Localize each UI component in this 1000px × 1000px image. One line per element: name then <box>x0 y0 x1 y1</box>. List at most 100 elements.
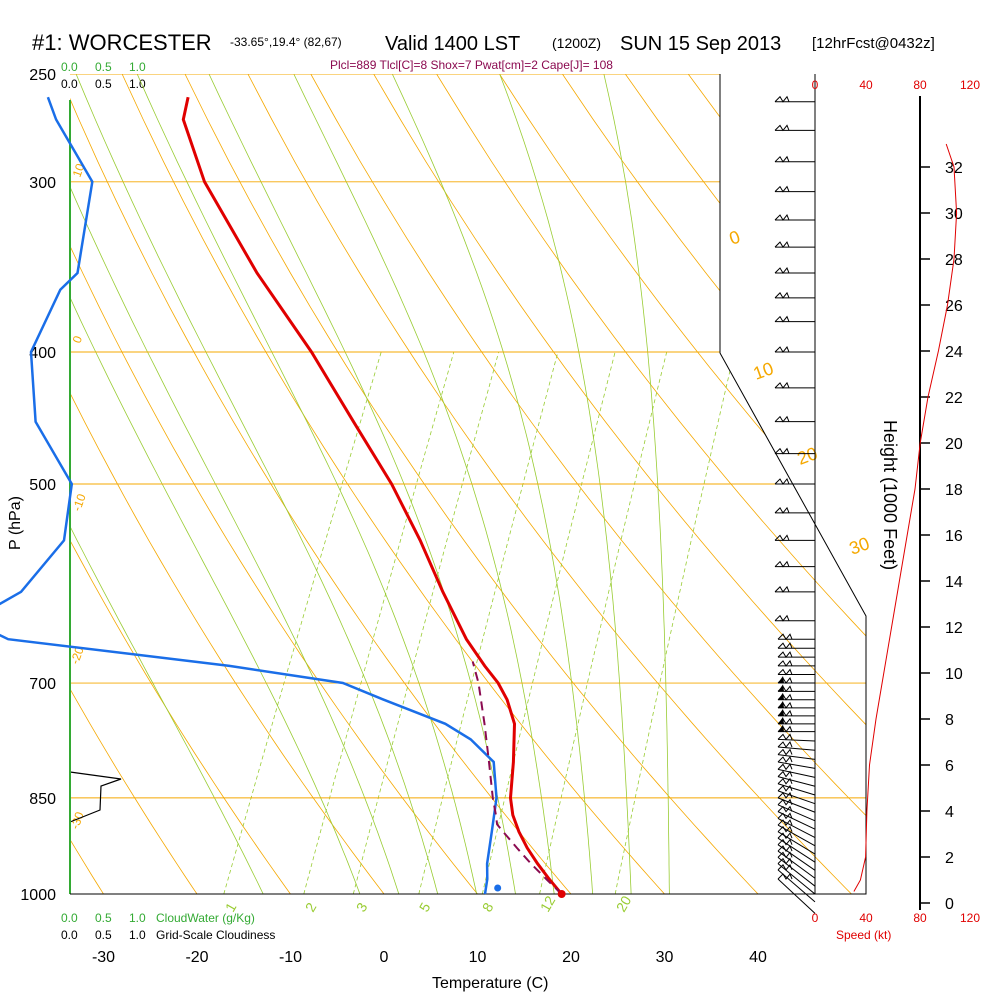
wind-barb <box>777 724 815 733</box>
wind-barb <box>774 95 815 103</box>
cloud-cover-tick: 1.0 <box>129 77 146 91</box>
station-title: #1: WORCESTER <box>32 30 212 55</box>
dry-adiabat-label: 10 <box>751 358 777 384</box>
wind-barb-staff <box>777 783 816 796</box>
wind-barb <box>777 676 815 684</box>
wind-barb-feathers <box>777 825 793 833</box>
wind-barb-feathers <box>777 832 793 840</box>
wind-barb-feathers <box>777 651 793 658</box>
height-tick-label: 6 <box>945 758 954 775</box>
mixing-ratio-label: 2 <box>302 900 320 915</box>
wind-barb-feathers <box>774 241 790 248</box>
wind-barb-staff <box>777 768 816 778</box>
wind-barb-feathers <box>774 346 790 353</box>
dry-adiabat <box>345 74 866 894</box>
wind-barb <box>777 633 815 641</box>
wind-barb <box>774 185 815 193</box>
speed-tick-label: 120 <box>960 78 980 92</box>
dry-adiabat <box>407 74 866 894</box>
wind-barb-feathers <box>774 95 790 103</box>
height-tick-label: 20 <box>945 436 963 453</box>
wind-barb <box>774 214 815 221</box>
pressure-tick-label: 850 <box>29 791 56 808</box>
wind-barb-feathers <box>774 447 790 455</box>
wind-barb-feathers <box>777 777 793 785</box>
height-tick-label: 30 <box>945 206 963 223</box>
moist-adiabat <box>70 74 278 894</box>
wind-barb-feathers <box>774 155 790 163</box>
dry-adiabat <box>70 74 123 894</box>
dry-adiabat <box>529 74 866 894</box>
cloud-water-label: CloudWater (g/Kg) <box>156 911 255 925</box>
mixing-ratio-label: 8 <box>479 900 497 915</box>
wind-barb-feathers <box>777 741 793 748</box>
mixing-ratio-label: 5 <box>416 900 434 915</box>
profile-lines <box>0 96 566 898</box>
wind-barb-feathers <box>774 315 790 323</box>
mixing-ratio-label: 20 <box>613 893 635 915</box>
dry-adiabat-label: 0 <box>727 227 743 249</box>
mixing-ratio-label: 12 <box>537 893 559 915</box>
wind-barb-staff <box>777 790 816 805</box>
wind-barb-feathers <box>777 812 793 820</box>
wind-barb <box>774 478 815 485</box>
dry-adiabat-label: 30 <box>847 533 873 559</box>
dry-adiabat <box>70 74 407 894</box>
cloud-water-tick: 0.5 <box>95 60 112 74</box>
cloud-water-tick: 0.5 <box>95 911 112 925</box>
wind-barb-staff <box>777 761 816 769</box>
wind-barb-feathers <box>774 291 790 299</box>
wind-barb <box>777 845 816 879</box>
wind-barb-staff <box>777 746 816 751</box>
height-tick-label: 0 <box>945 896 954 913</box>
wind-barb-feathers <box>777 819 793 826</box>
wind-barb-staff <box>777 804 816 822</box>
wind-barb-feathers <box>774 478 790 485</box>
wind-barb-feathers <box>777 659 793 667</box>
height-tick-label: 10 <box>945 666 963 683</box>
speed-tick-label: 80 <box>913 911 927 925</box>
wind-barb-staff <box>777 776 816 787</box>
pressure-tick-label: 400 <box>29 345 56 362</box>
speed-tick-label: 120 <box>960 911 980 925</box>
wind-barb-staff <box>777 738 816 742</box>
wind-barb <box>777 716 815 725</box>
cloud-cover-profile <box>69 771 122 823</box>
wind-barb <box>774 291 815 299</box>
wind-barb-feathers <box>777 784 793 792</box>
surface-dewpoint-dot <box>494 884 502 892</box>
wind-barb-pennant <box>778 716 784 724</box>
temperature-tick-label: 0 <box>380 949 389 966</box>
wind-barb-feathers <box>777 763 793 771</box>
wind-barb <box>777 692 815 701</box>
moist-adiabat <box>489 74 633 894</box>
wind-barb-pennant <box>778 708 784 716</box>
dry-adiabat <box>70 74 218 894</box>
height-tick-label: 8 <box>945 712 954 729</box>
speed-tick-label: 80 <box>913 78 927 92</box>
pressure-tick-label: 500 <box>29 477 56 494</box>
dry-adiabat-label: -10 <box>70 492 89 513</box>
moist-adiabat <box>597 74 670 894</box>
wind-barb <box>777 651 815 658</box>
wind-barb <box>774 346 815 353</box>
cloud-scale-top: 0.0 0.5 1.0 0.0 0.5 1.0 <box>61 60 146 91</box>
dry-adiabat-label: 0 <box>70 334 86 345</box>
temperature-tick-label: 20 <box>562 949 580 966</box>
dry-adiabat <box>468 74 866 894</box>
wind-barb <box>774 155 815 163</box>
wind-barb <box>777 642 815 650</box>
temperature-tick-label: -10 <box>279 949 302 966</box>
speed-axis-title: Speed (kt) <box>836 928 891 942</box>
wind-barb <box>777 700 815 709</box>
sounding-params: Plcl=889 Tlcl[C]=8 Shox=7 Pwat[cm]=2 Cap… <box>330 58 613 72</box>
temperature-tick-label: 40 <box>749 949 767 966</box>
height-panel: 0246810121416182022242628303200404080801… <box>812 78 981 925</box>
wind-barb <box>777 784 816 805</box>
temperature-tick-label: -30 <box>92 949 115 966</box>
wind-barb <box>777 763 816 778</box>
wind-barb <box>774 560 815 568</box>
height-tick-label: 16 <box>945 528 963 545</box>
wind-barb-feathers <box>777 756 793 763</box>
